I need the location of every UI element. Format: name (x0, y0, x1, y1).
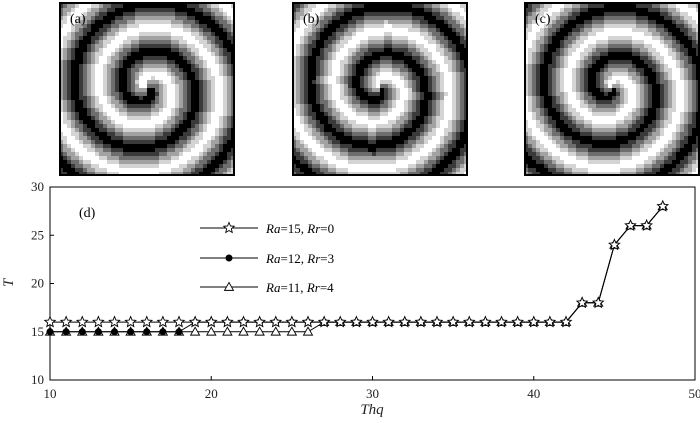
data-point (175, 328, 183, 336)
data-point (559, 315, 573, 328)
y-tick-label: 10 (31, 372, 44, 387)
x-axis-label: Thq (360, 402, 384, 418)
spiral-panel-b: (b) (292, 2, 468, 176)
spiral-pattern-c (525, 3, 699, 175)
data-point (430, 315, 444, 328)
legend-label: Ra=15, Rr=0 (265, 221, 334, 236)
data-point (140, 315, 154, 328)
y-tick-label: 20 (31, 276, 44, 291)
data-point (156, 315, 170, 328)
data-point (78, 328, 86, 336)
y-axis: 10 15 20 25 30 (31, 179, 54, 387)
data-point (222, 326, 233, 336)
data-point (43, 315, 57, 328)
y-axis-label: T (1, 277, 17, 287)
y-tick-label: 15 (31, 324, 44, 339)
series-1 (43, 199, 670, 328)
data-point (575, 296, 589, 309)
panel-frame-b (292, 2, 468, 176)
legend: Ra=15, Rr=0 Ra=12, Rr=3 Ra=11, Rr=4 (200, 221, 334, 295)
y-tick-label: 30 (31, 179, 44, 194)
data-point (285, 315, 299, 328)
series-layer (43, 199, 670, 336)
data-point (75, 315, 89, 328)
data-point (301, 315, 315, 328)
spiral-panel-c: (c) (524, 2, 700, 176)
data-point (495, 315, 508, 328)
legend-marker (225, 254, 233, 262)
data-point (269, 315, 283, 328)
legend-marker (223, 281, 235, 291)
data-point (414, 315, 428, 328)
data-point (366, 315, 379, 328)
spiral-pattern-a (60, 3, 234, 175)
data-point (237, 315, 250, 328)
data-point (398, 315, 412, 328)
data-point (382, 315, 395, 328)
legend-label: Ra=11, Rr=4 (265, 280, 334, 295)
data-point (172, 315, 186, 328)
plot-frame (49, 186, 696, 381)
legend-label: Ra=12, Rr=3 (265, 251, 334, 266)
data-point (333, 315, 347, 328)
data-point (62, 328, 70, 336)
data-point (462, 315, 476, 328)
data-point (188, 315, 202, 328)
legend-item: Ra=12, Rr=3 (200, 251, 334, 266)
data-point (543, 315, 557, 328)
x-axis: 10 20 30 40 50 (44, 376, 700, 401)
data-point (624, 218, 637, 232)
data-point (143, 328, 151, 336)
panel-label-a: (a) (70, 12, 86, 27)
data-point (159, 328, 167, 336)
x-tick-label: 20 (205, 386, 218, 401)
data-point (92, 315, 105, 328)
x-tick-label: 40 (527, 386, 540, 401)
x-tick-label: 10 (44, 386, 57, 401)
data-point (127, 328, 135, 336)
panel-label-d: (d) (79, 206, 96, 221)
data-point (108, 315, 121, 328)
data-point (254, 326, 265, 336)
data-point (111, 328, 118, 336)
legend-item: Ra=15, Rr=0 (200, 221, 334, 236)
data-point (253, 315, 266, 328)
data-point (94, 328, 102, 336)
data-point (479, 315, 492, 328)
data-point (608, 238, 621, 251)
data-point (46, 328, 54, 336)
line-chart: (d) 10 20 30 40 50 10 15 20 25 30 Thq T Ra=15, R… (1, 179, 700, 418)
data-point (350, 315, 363, 328)
panel-frame-a (59, 2, 235, 176)
data-point (591, 296, 605, 309)
data-point (640, 218, 653, 232)
data-point (656, 199, 670, 212)
data-point (511, 315, 524, 328)
panel-label-c: (c) (535, 12, 551, 27)
legend-marker (222, 221, 236, 234)
data-point (221, 315, 234, 328)
legend-item: Ra=11, Rr=4 (200, 280, 334, 295)
data-point (317, 315, 331, 328)
data-point (59, 315, 73, 328)
spiral-panel-a: (a) (59, 2, 235, 176)
panel-frame-c (524, 2, 700, 176)
data-point (270, 326, 282, 336)
data-point (124, 315, 137, 328)
data-point (205, 326, 217, 336)
data-point (238, 326, 249, 336)
data-point (302, 326, 314, 336)
spiral-pattern-b (293, 3, 467, 175)
panel-label-b: (b) (303, 12, 320, 27)
data-point (204, 315, 218, 328)
data-point (286, 326, 298, 336)
data-point (189, 326, 201, 336)
data-point (446, 315, 460, 328)
y-tick-label: 25 (31, 227, 44, 242)
x-tick-label: 50 (689, 386, 700, 401)
data-point (527, 315, 541, 328)
x-tick-label: 30 (366, 386, 379, 401)
